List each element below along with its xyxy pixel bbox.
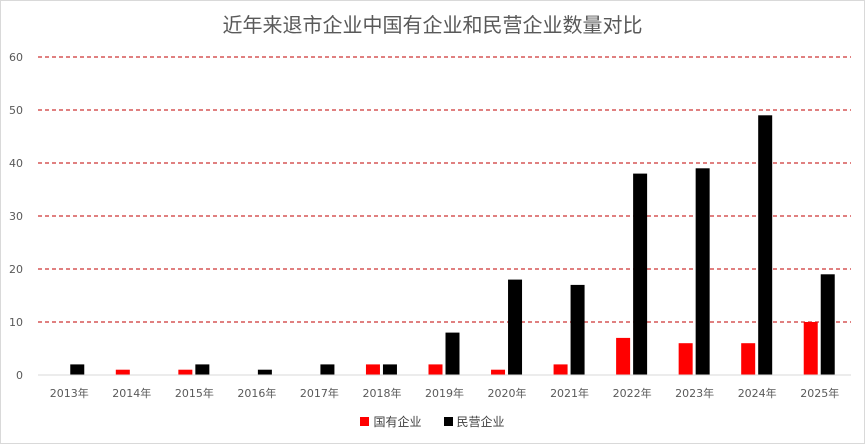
- y-tick-label: 0: [16, 369, 23, 382]
- x-tick-label: 2023年: [675, 386, 714, 400]
- x-tick-label: 2019年: [425, 386, 464, 400]
- legend-label: 民营企业: [456, 415, 505, 429]
- bar-state-owned: [428, 364, 443, 375]
- gridlines: [38, 56, 851, 323]
- bar-state-owned: [803, 322, 818, 375]
- chart-title: 近年来退市企业中国有企业和民营企业数量对比: [222, 13, 643, 37]
- x-tick-label: 2022年: [613, 386, 652, 400]
- x-tick-label: 2016年: [237, 386, 276, 400]
- bar-state-owned: [741, 343, 756, 375]
- x-tick-label: 2014年: [112, 386, 151, 400]
- legend-label: 国有企业: [373, 415, 422, 429]
- bar-state-owned: [365, 364, 380, 375]
- bar-state-owned: [491, 369, 506, 375]
- bar-private: [257, 369, 272, 375]
- x-tick-label: 2017年: [300, 386, 339, 400]
- x-tick-label: 2020年: [488, 386, 527, 400]
- bar-private: [320, 364, 335, 375]
- y-tick-label: 40: [9, 157, 23, 170]
- bar-private: [508, 279, 523, 375]
- bar-state-owned: [678, 343, 693, 375]
- x-tick-label: 2013年: [50, 386, 89, 400]
- bar-state-owned: [616, 337, 631, 375]
- y-tick-label: 20: [9, 263, 23, 276]
- x-tick-label: 2025年: [800, 386, 839, 400]
- bar-private: [820, 274, 835, 375]
- legend: 国有企业 民营企业: [1, 413, 864, 430]
- y-tick-label: 60: [9, 51, 23, 64]
- y-tick-label: 10: [9, 316, 23, 329]
- x-tick-label: 2024年: [738, 386, 777, 400]
- bar-private: [695, 168, 710, 375]
- legend-swatch-black: [443, 417, 453, 426]
- bar-private: [445, 332, 460, 375]
- x-tick-label: 2018年: [362, 386, 401, 400]
- y-tick-label: 50: [9, 104, 23, 117]
- bar-private: [195, 364, 210, 375]
- bar-private: [633, 173, 648, 375]
- bars: [70, 115, 835, 376]
- y-axis-ticks: 0 10 20 30 40 50 60: [9, 51, 23, 382]
- bar-private: [758, 115, 773, 376]
- bar-private: [70, 364, 85, 375]
- legend-swatch-red: [360, 417, 370, 426]
- bar-state-owned: [115, 369, 130, 375]
- y-tick-label: 30: [9, 210, 23, 223]
- bar-private: [382, 364, 397, 375]
- bar-private: [570, 284, 585, 375]
- legend-item-private: 民营企业: [443, 413, 505, 430]
- x-tick-label: 2021年: [550, 386, 589, 400]
- x-axis-ticks: 2013年 2014年 2015年 2016年 2017年 2018年 2019年 2020年…: [50, 386, 839, 400]
- bar-state-owned: [553, 364, 568, 375]
- x-tick-label: 2015年: [175, 386, 214, 400]
- bar-state-owned: [178, 369, 193, 375]
- legend-item-state-owned: 国有企业: [360, 413, 422, 430]
